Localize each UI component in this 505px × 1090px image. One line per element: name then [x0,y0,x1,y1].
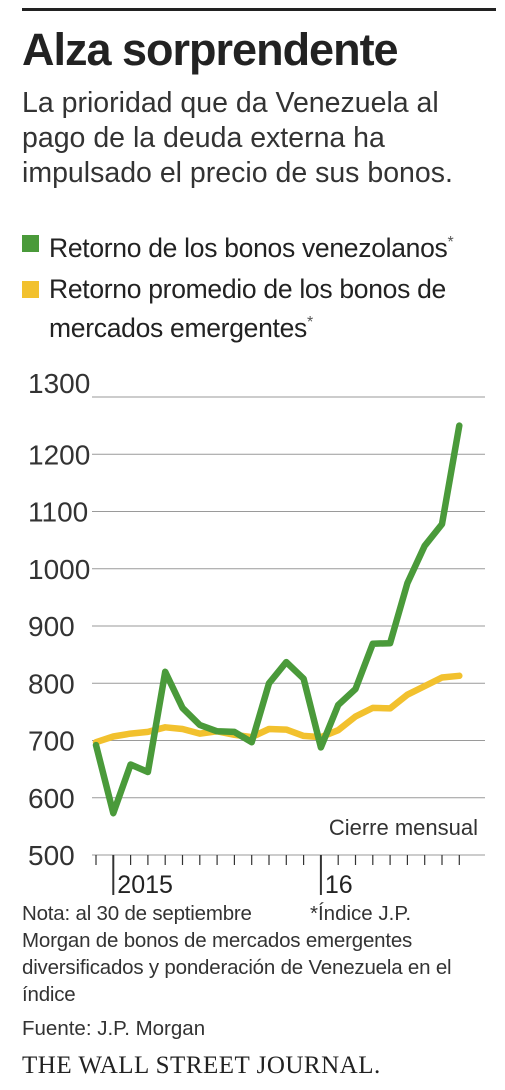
y-tick-label: 1200 [28,439,90,470]
legend-swatch-yellow [22,281,39,298]
legend-label: Retorno de los bonos venezolanos* [49,232,454,263]
series-line-venezuela [92,422,463,817]
legend-item-emerging: Retorno promedio de los bonos de mercado… [22,272,492,345]
y-tick-label: 1300 [28,368,90,399]
footnote-marker-text: *Índice J.P. [310,902,412,925]
footnote: Nota: al 30 de septiembre [22,902,252,925]
chart-annotation: Cierre mensual [329,815,478,840]
line-chart: 1300 1200 1100 1000 900 800 700 600 500 2015 16 Cie… [28,368,485,899]
series-line-emerging [92,672,463,746]
y-tick-label: 700 [28,726,75,757]
legend-label: Retorno promedio de los bonos de mercado… [49,274,446,343]
top-rule [22,8,496,11]
chart-subtitle: La prioridad que da Venezuela al pago de… [22,87,453,189]
y-tick-label: 600 [28,783,75,814]
y-tick-label: 800 [28,668,75,699]
footnote-detail: Morgan de bonos de mercados emergentes d… [22,929,452,1006]
legend-item-venezuela: Retorno de los bonos venezolanos* [22,226,454,265]
source: Fuente: J.P. Morgan [22,1017,206,1040]
y-tick-label: 500 [28,840,75,871]
y-tick-label: 1000 [28,554,90,585]
x-tick-label: 2015 [117,871,173,899]
y-tick-label: 900 [28,611,75,642]
chart-title: Alza sorprendente [22,24,399,75]
publisher-logo: THE WALL STREET JOURNAL. [22,1052,381,1079]
x-tick-label: 16 [325,871,353,899]
legend-swatch-green [22,235,39,252]
y-tick-label: 1100 [28,497,88,528]
